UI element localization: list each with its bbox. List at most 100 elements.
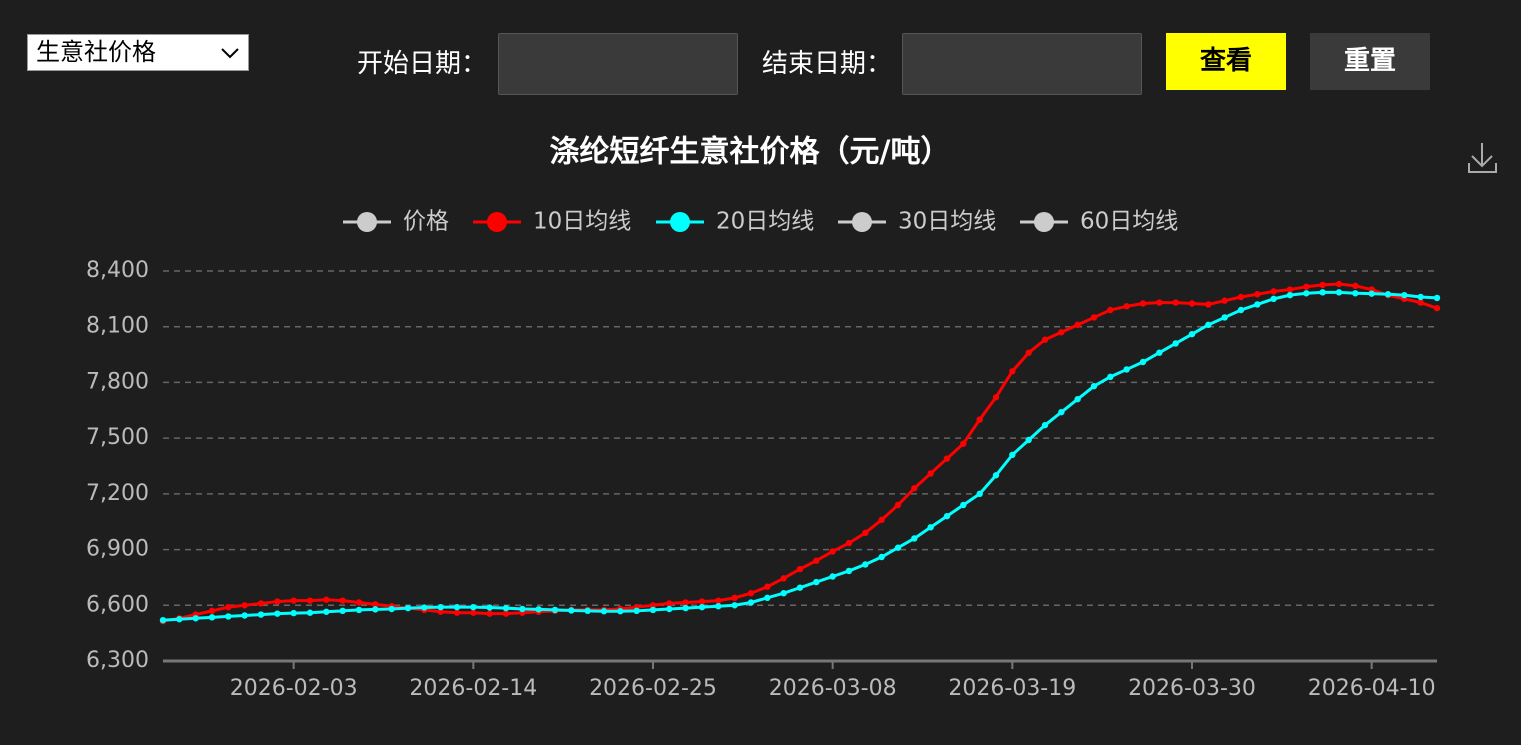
data-point <box>437 608 444 615</box>
data-point <box>649 606 657 614</box>
data-point <box>306 597 314 604</box>
data-point <box>1123 303 1130 310</box>
data-point <box>159 617 167 625</box>
data-point <box>486 610 493 617</box>
data-point <box>1107 373 1114 381</box>
data-point <box>1139 300 1147 307</box>
data-point <box>1107 306 1114 314</box>
data-point <box>535 608 542 615</box>
start-input[interactable] <box>498 33 738 95</box>
data-point <box>1188 300 1196 307</box>
data-point <box>241 602 248 609</box>
data-point <box>1368 286 1375 293</box>
data-point <box>519 609 526 616</box>
data-point <box>372 606 379 613</box>
data-point <box>568 607 575 614</box>
y-tick-label: 6,600 <box>86 592 149 617</box>
data-point <box>551 606 559 614</box>
data-point <box>780 575 787 582</box>
data-point <box>1417 293 1424 301</box>
data-point <box>1058 408 1065 416</box>
view-button[interactable]: 查看 <box>1166 33 1286 90</box>
data-point <box>502 610 510 617</box>
end-input[interactable] <box>902 33 1142 95</box>
data-point <box>1172 340 1179 347</box>
data-point <box>813 578 820 586</box>
data-point <box>747 599 755 606</box>
x-tick-label: 2026-02-25 <box>589 676 717 701</box>
data-point <box>1074 395 1081 403</box>
data-point <box>388 603 395 610</box>
x-tick-label: 2026-02-14 <box>409 676 537 701</box>
data-point <box>1221 314 1228 321</box>
data-point <box>1286 286 1294 293</box>
data-point <box>633 607 640 615</box>
data-point <box>878 553 885 561</box>
data-point <box>1286 291 1294 299</box>
source-select[interactable]: 生意社价格 <box>27 34 249 71</box>
data-point <box>584 606 591 614</box>
data-point <box>470 603 477 611</box>
data-point <box>453 603 461 611</box>
data-point <box>355 606 363 614</box>
data-point <box>404 604 412 612</box>
x-tick-label: 2026-02-03 <box>230 676 358 701</box>
data-point <box>339 607 346 615</box>
data-point <box>486 604 493 611</box>
y-tick-label: 8,400 <box>86 258 149 283</box>
data-point <box>715 603 722 610</box>
data-point <box>323 596 330 603</box>
data-point <box>976 416 983 423</box>
legend-label: 价格 <box>403 209 449 235</box>
data-point <box>878 516 885 524</box>
data-point <box>911 485 918 492</box>
series-line <box>162 290 1438 622</box>
data-point <box>960 440 967 447</box>
data-point <box>731 594 738 602</box>
data-point <box>1009 451 1016 459</box>
data-point <box>894 544 902 551</box>
data-point <box>159 616 167 624</box>
data-point <box>421 606 428 614</box>
data-point <box>927 470 934 477</box>
legend-label: 20日均线 <box>716 209 814 235</box>
data-point <box>731 602 738 609</box>
data-point <box>764 583 771 590</box>
reset-button[interactable]: 重置 <box>1310 33 1430 90</box>
data-point <box>845 539 853 547</box>
data-point <box>274 610 281 617</box>
data-point <box>1352 290 1359 297</box>
data-point <box>862 561 869 568</box>
data-point <box>943 512 951 520</box>
data-point <box>911 535 918 542</box>
data-point <box>927 524 934 531</box>
data-point <box>1025 436 1032 444</box>
data-point <box>453 609 461 616</box>
data-point <box>682 599 689 606</box>
data-point <box>829 548 836 555</box>
data-point <box>1254 291 1261 298</box>
data-point <box>1433 304 1441 312</box>
data-point <box>241 612 248 619</box>
legend-label: 30日均线 <box>898 209 996 235</box>
data-point <box>1009 368 1016 375</box>
data-point <box>1335 280 1343 288</box>
data-point <box>1123 366 1130 373</box>
data-point <box>1433 294 1441 302</box>
data-point <box>813 557 820 564</box>
data-point <box>600 606 608 614</box>
data-point <box>208 614 216 621</box>
data-point <box>176 615 183 622</box>
y-tick-label: 6,900 <box>86 537 149 562</box>
data-point <box>649 602 657 609</box>
data-point <box>1074 321 1081 329</box>
data-point <box>894 501 902 509</box>
data-point <box>1205 321 1212 329</box>
data-point <box>796 584 804 591</box>
data-point <box>535 606 542 613</box>
data-point <box>1205 301 1212 308</box>
data-point <box>1417 299 1424 306</box>
download-icon[interactable] <box>1468 143 1497 173</box>
